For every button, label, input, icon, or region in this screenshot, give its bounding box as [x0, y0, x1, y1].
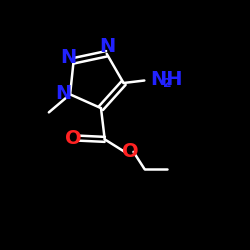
Text: N: N [55, 84, 71, 102]
Text: N: N [99, 37, 115, 56]
Text: O: O [65, 128, 81, 148]
Text: N: N [60, 48, 77, 67]
Text: O: O [122, 142, 138, 161]
Text: NH: NH [150, 70, 182, 89]
Text: 2: 2 [163, 76, 172, 90]
